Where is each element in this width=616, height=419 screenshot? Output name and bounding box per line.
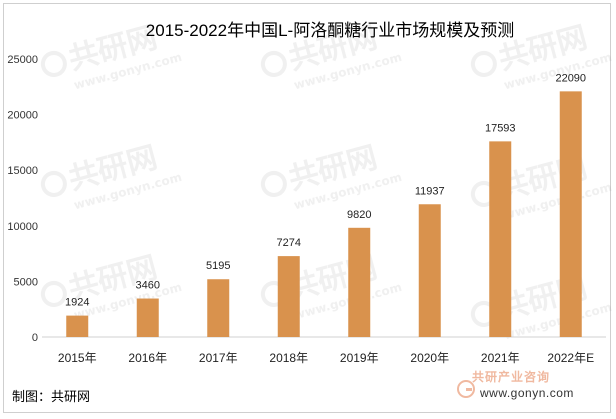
- x-tick-label: 2021年: [481, 351, 520, 365]
- bar: [66, 315, 89, 337]
- x-tick-label: 2022年E: [547, 351, 594, 365]
- bar-value-label: 7274: [277, 237, 301, 249]
- bar-value-label: 1924: [65, 297, 89, 309]
- bar-value-label: 17593: [485, 122, 516, 134]
- y-tick-label: 20000: [7, 110, 38, 122]
- footer-url: www.gonyn.com: [480, 386, 574, 400]
- data-labels-group: 1924 3460 5195 7274 9820 11937 17593 22090: [65, 72, 586, 308]
- watermark-logo-icon: [260, 50, 287, 77]
- x-tick-label: 2018年: [269, 351, 308, 365]
- y-tick-label: 25000: [7, 54, 38, 66]
- x-tick-label: 2015年: [58, 351, 97, 365]
- watermark-logo-icon: [260, 170, 287, 197]
- x-tick-label: 2020年: [410, 351, 449, 365]
- bar: [136, 298, 159, 337]
- bar: [277, 256, 300, 337]
- x-tick-label: 2017年: [199, 351, 238, 365]
- gonyn-logo-icon: [457, 380, 475, 398]
- bar-value-label: 3460: [136, 280, 160, 292]
- bar-value-label: 9820: [347, 209, 371, 221]
- bar: [348, 227, 371, 337]
- bar-value-label: 11937: [415, 185, 445, 197]
- watermark-logo-icon: [40, 280, 67, 307]
- footer-brand: 共研产业咨询: [472, 370, 551, 384]
- watermark-logo-icon: [40, 170, 67, 197]
- x-tick-label: 2019年: [340, 351, 379, 365]
- bar: [489, 141, 512, 337]
- watermark-logo-icon: [40, 50, 67, 77]
- bar-value-label: 5195: [206, 260, 230, 272]
- x-tick-label: 2016年: [128, 351, 167, 365]
- bar-value-label: 22090: [555, 72, 586, 84]
- watermark-logo-icon: [470, 50, 497, 77]
- y-axis-ticks: 0 5000 10000 15000 20000 25000: [7, 54, 38, 344]
- bars-group: [66, 91, 582, 338]
- x-axis-ticks: 2015年 2016年 2017年 2018年 2019年 2020年 2021年 2022年…: [58, 351, 594, 365]
- source-label: 制图：共研网: [12, 389, 91, 404]
- chart-title: 2015-2022年中国L-阿洛酮糖行业市场规模及预测: [146, 21, 514, 40]
- y-tick-label: 5000: [14, 276, 38, 288]
- y-tick-label: 10000: [7, 221, 38, 233]
- bar: [207, 279, 230, 337]
- y-tick-label: 0: [32, 332, 38, 344]
- y-tick-label: 15000: [7, 165, 38, 177]
- bar: [418, 204, 441, 337]
- bar: [559, 91, 582, 338]
